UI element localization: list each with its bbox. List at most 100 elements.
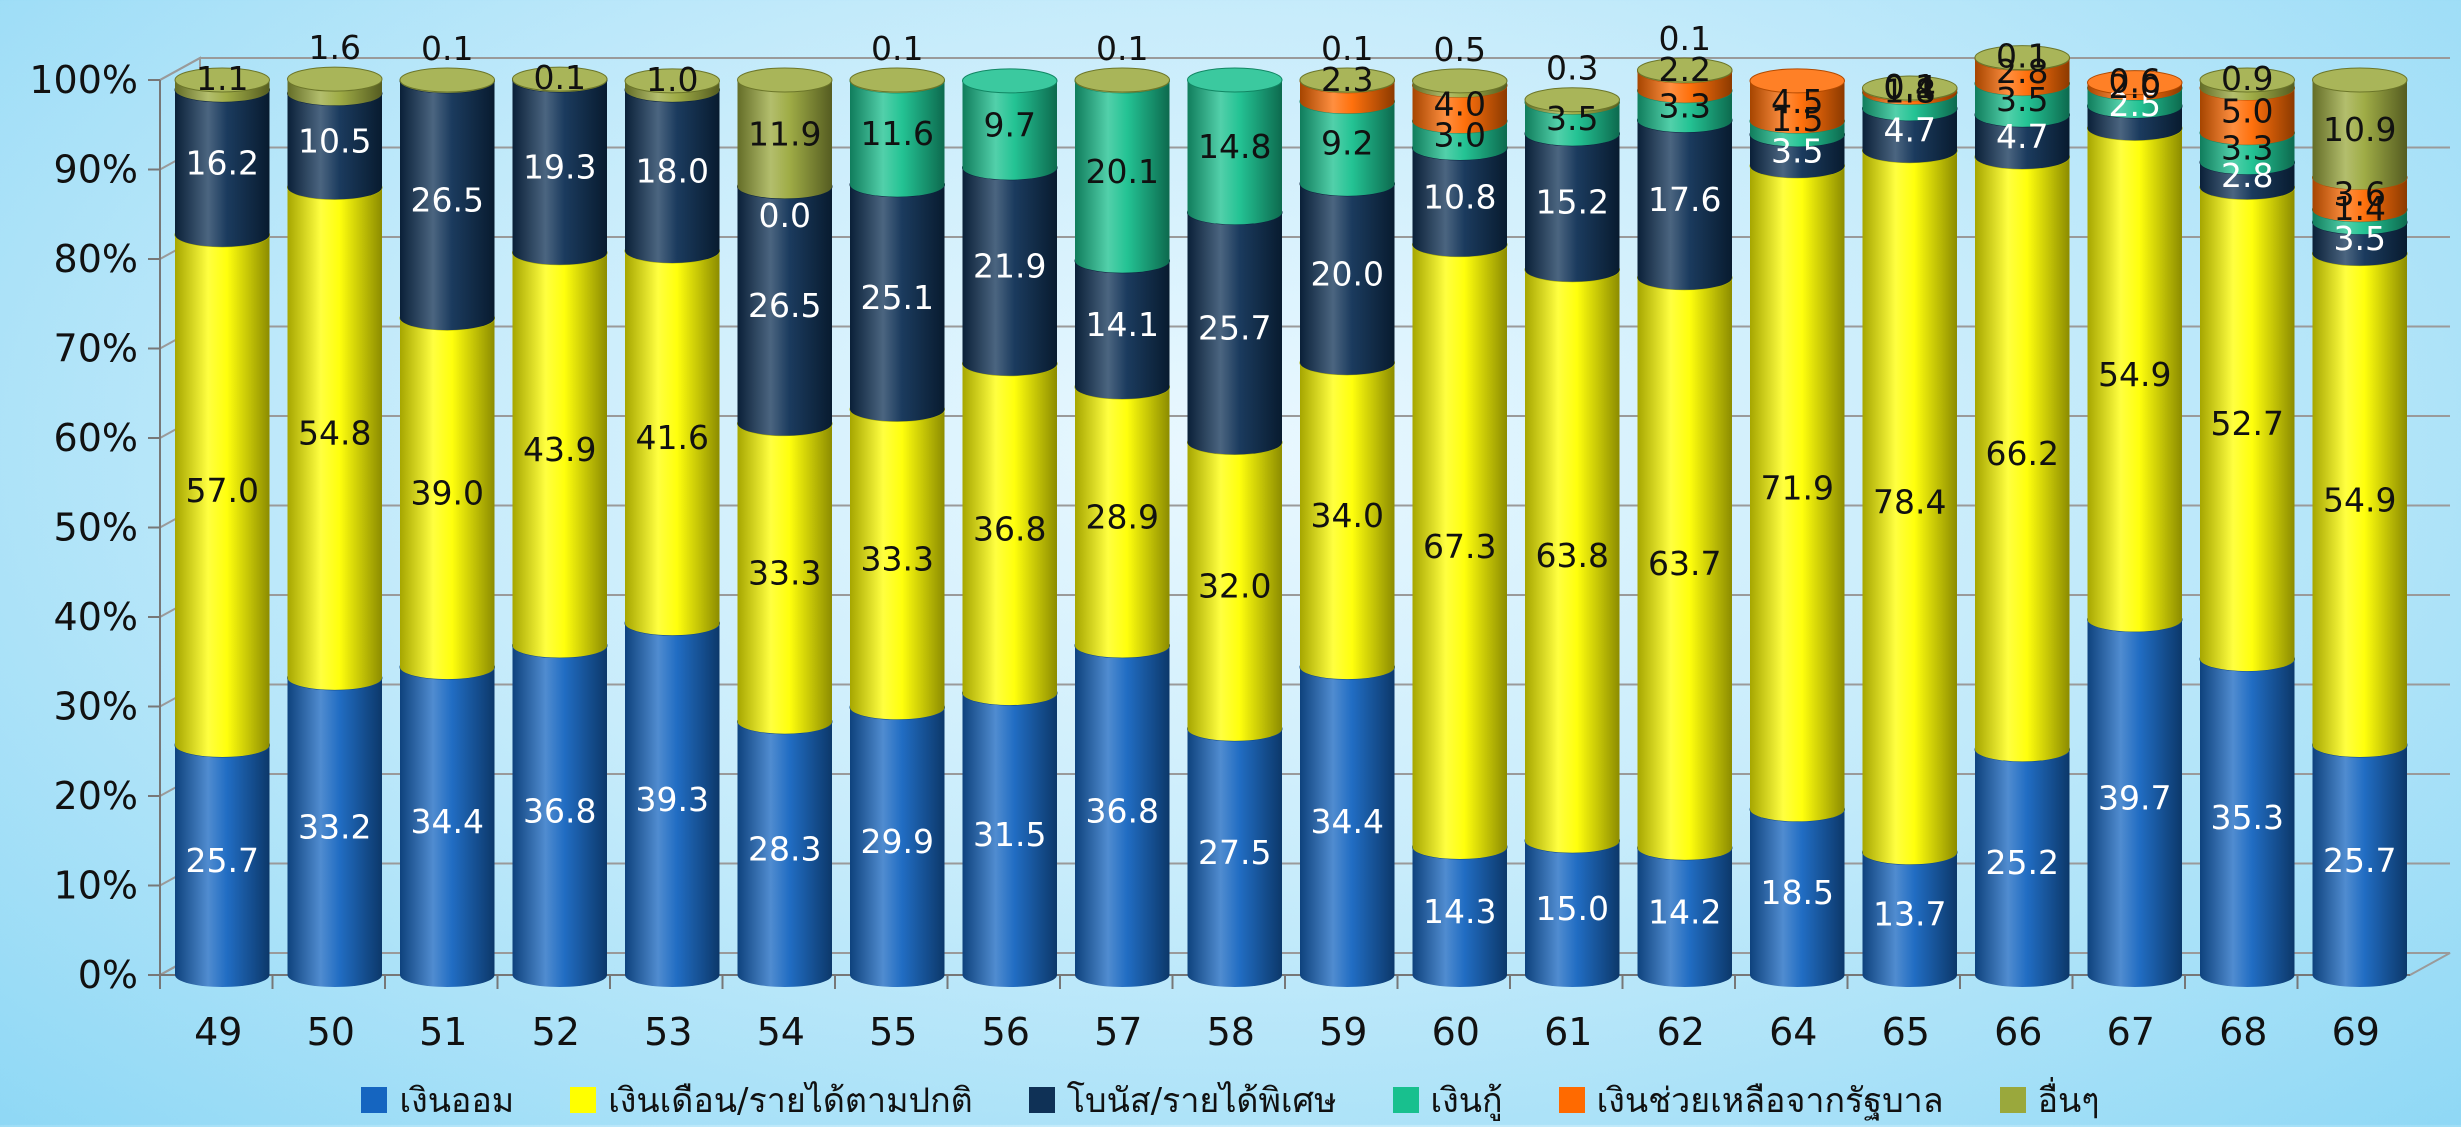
x-tick-label: 57 xyxy=(1094,1010,1142,1054)
bar-segment xyxy=(1637,265,1733,860)
data-label: 0.4 xyxy=(1884,68,1936,107)
data-label: 0.1 xyxy=(1096,29,1148,68)
bar-segment xyxy=(737,67,833,199)
data-label: 33.2 xyxy=(298,807,371,846)
y-tick-label: 10% xyxy=(54,864,138,908)
data-label: 4.5 xyxy=(1771,82,1823,121)
data-label: 3.5 xyxy=(1546,99,1598,138)
data-label: 4.0 xyxy=(1434,84,1486,123)
y-tick-label: 30% xyxy=(54,685,138,729)
gridline-diag xyxy=(159,57,201,81)
data-label: 0.6 xyxy=(2109,62,2161,101)
data-label: 36.8 xyxy=(973,509,1046,548)
data-label: 21.9 xyxy=(973,247,1046,286)
data-label: 63.7 xyxy=(1648,544,1721,583)
data-label: 14.3 xyxy=(1423,892,1496,931)
data-label: 66.2 xyxy=(1986,434,2059,473)
x-tick-label: 50 xyxy=(307,1010,355,1054)
data-label: 9.7 xyxy=(984,105,1036,144)
data-label: 25.2 xyxy=(1986,843,2059,882)
data-label: 3.3 xyxy=(1659,87,1711,126)
bar-segment xyxy=(1187,716,1283,987)
bar-segment xyxy=(2312,67,2408,190)
data-label: 67.3 xyxy=(1423,527,1496,566)
data-label: 0.9 xyxy=(2221,59,2273,98)
legend-label: เงินช่วยเหลือจากรัฐบาล xyxy=(1596,1081,1944,1121)
data-label: 18.0 xyxy=(636,151,709,190)
data-label: 25.7 xyxy=(2323,841,2396,880)
bar-segment xyxy=(287,174,383,690)
data-label: 54.8 xyxy=(298,414,371,453)
data-label: 27.5 xyxy=(1198,833,1271,872)
data-label: 19.3 xyxy=(523,147,596,186)
x-tick-label: 64 xyxy=(1769,1010,1817,1054)
data-label: 0.1 xyxy=(1996,37,2048,76)
bar-segment xyxy=(287,66,383,106)
data-label: 0.1 xyxy=(871,29,923,68)
x-tick-label: 54 xyxy=(757,1010,805,1054)
data-label: 15.0 xyxy=(1536,889,1609,928)
data-label: 71.9 xyxy=(1761,469,1834,508)
data-label: 0.3 xyxy=(1546,49,1598,88)
x-tick-label: 58 xyxy=(1207,1010,1255,1054)
legend-item: เงินเดือน/รายได้ตามปกติ xyxy=(570,1073,973,1127)
data-label: 11.9 xyxy=(748,114,821,153)
data-label: 3.6 xyxy=(2334,175,2386,214)
data-label: 43.9 xyxy=(523,430,596,469)
data-label: 4.7 xyxy=(1884,111,1936,150)
bar-segment xyxy=(849,67,945,93)
data-label: 14.8 xyxy=(1198,127,1271,166)
bar-segment xyxy=(1412,68,1508,98)
x-tick-label: 55 xyxy=(869,1010,917,1054)
bar-segment xyxy=(2199,646,2295,987)
data-label: 32.0 xyxy=(1198,567,1271,606)
data-label: 3.5 xyxy=(1996,80,2048,119)
x-tick-label: 69 xyxy=(2332,1010,2380,1054)
bar-segment xyxy=(1412,232,1508,860)
legend-label: เงินเดือน/รายได้ตามปกติ xyxy=(608,1081,973,1121)
data-label: 26.5 xyxy=(411,180,484,219)
bar-segment xyxy=(1524,257,1620,853)
legend-swatch xyxy=(361,1087,388,1113)
data-label: 0.1 xyxy=(421,29,473,68)
data-label: 33.3 xyxy=(748,554,821,593)
bar-segment xyxy=(174,732,270,987)
x-tick-label: 51 xyxy=(419,1010,467,1054)
data-label: 3.5 xyxy=(1771,131,1823,170)
bar-segment xyxy=(2087,70,2183,101)
data-label: 2.3 xyxy=(1321,60,1373,99)
data-label: 0.1 xyxy=(1659,19,1711,58)
bar-segment xyxy=(2087,115,2183,632)
data-label: 41.6 xyxy=(636,418,709,457)
bar-segment xyxy=(1637,57,1733,84)
data-label: 36.8 xyxy=(523,791,596,830)
legend-item: เงินช่วยเหลือจากรัฐบาล xyxy=(1558,1073,1944,1127)
data-label: 1.4 xyxy=(2334,189,2386,228)
data-label: 39.3 xyxy=(636,780,709,819)
x-tick-label: 49 xyxy=(194,1010,242,1054)
data-label: 11.6 xyxy=(861,114,934,153)
data-label: 1.1 xyxy=(196,59,248,98)
bar-segment xyxy=(512,633,608,987)
bar-segment xyxy=(399,305,495,680)
data-label: 14.2 xyxy=(1648,892,1721,931)
legend-label: อื่นๆ xyxy=(2037,1081,2100,1121)
data-label: 18.5 xyxy=(1761,873,1834,912)
data-label: 10.8 xyxy=(1423,177,1496,216)
data-label: 5.0 xyxy=(2221,91,2273,130)
data-label: 20.0 xyxy=(1311,254,1384,293)
legend-item: โบนัส/รายได้พิเศษ xyxy=(1028,1073,1337,1127)
bar-segment xyxy=(1749,68,1845,134)
data-label: 3.5 xyxy=(2334,219,2386,258)
bar-segment xyxy=(399,67,495,93)
legend-label: เงินออม xyxy=(399,1081,515,1121)
data-label: 0.5 xyxy=(1434,30,1486,69)
bar-segment xyxy=(512,66,608,92)
data-label: 2.8 xyxy=(2221,156,2273,195)
y-tick-label: 50% xyxy=(54,506,138,550)
legend-item: อื่นๆ xyxy=(1999,1073,2100,1127)
data-label: 1.8 xyxy=(1884,72,1936,111)
data-label: 36.8 xyxy=(1086,791,1159,830)
